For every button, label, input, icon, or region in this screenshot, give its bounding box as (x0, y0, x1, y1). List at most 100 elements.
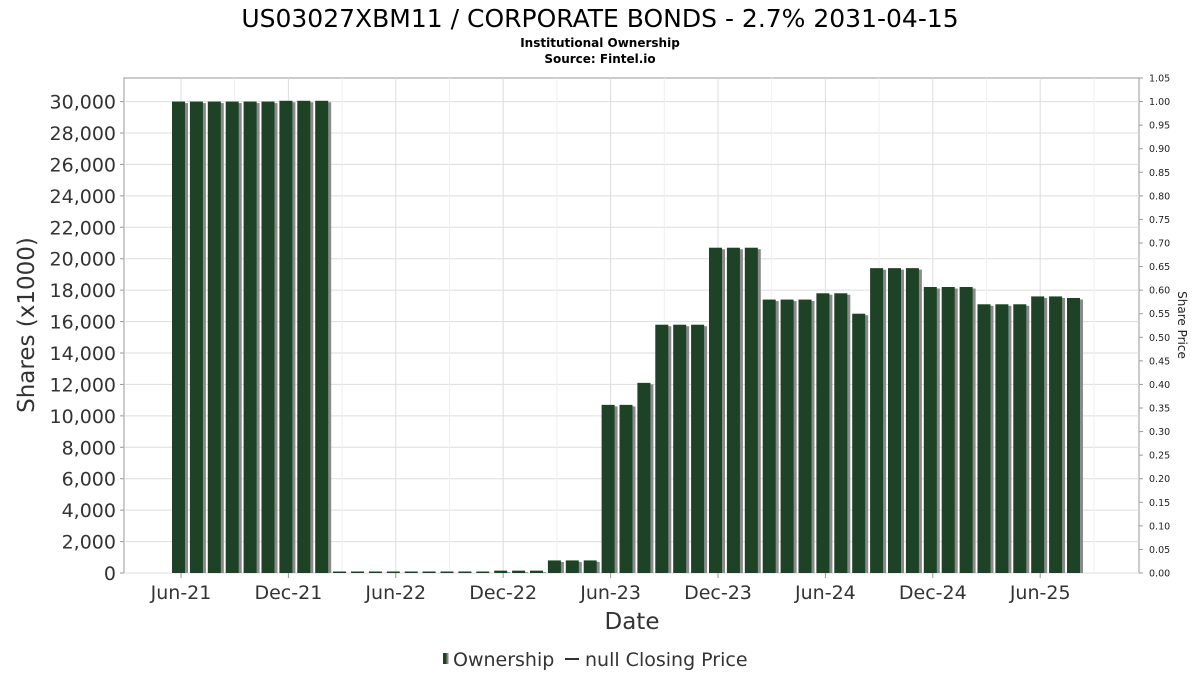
bar (744, 247, 758, 573)
bar (637, 382, 651, 573)
bar (440, 571, 454, 573)
y2-tick-label: 0.35 (1149, 404, 1170, 415)
y2-tick-label: 0.85 (1149, 168, 1170, 179)
bar (225, 101, 239, 574)
bar (476, 571, 490, 573)
y2-tick-label: 1.05 (1149, 74, 1170, 85)
y2-tick-label: 1.00 (1149, 97, 1170, 108)
y-tick-label: 6,000 (62, 469, 116, 491)
bar (888, 268, 901, 573)
bar (368, 571, 382, 573)
x-tick-label: Dec-23 (684, 582, 752, 604)
bar (422, 571, 436, 573)
y-tick-label: 10,000 (50, 406, 116, 428)
bar (172, 101, 185, 574)
bar (279, 100, 293, 574)
y2-tick-label: 0.05 (1149, 545, 1170, 556)
y2-tick-label: 0.40 (1149, 380, 1170, 391)
chart-subtitle: Institutional Ownership (520, 36, 680, 50)
bar (297, 100, 311, 574)
bar (530, 570, 543, 573)
bar (852, 313, 866, 573)
bar (1031, 296, 1045, 573)
y-tick-label: 14,000 (50, 343, 116, 365)
y2-tick-label: 0.80 (1149, 191, 1170, 202)
bar (404, 571, 418, 573)
bar (905, 268, 919, 573)
y-tick-label: 30,000 (50, 92, 116, 114)
bar (458, 571, 472, 573)
legend-ownership-label: Ownership (453, 649, 554, 671)
y-tick-label: 26,000 (50, 154, 116, 176)
bar (1067, 298, 1080, 573)
bar (726, 247, 740, 573)
y2-tick-label: 0.90 (1149, 144, 1170, 155)
bar (941, 287, 955, 573)
y2-tick-label: 0.20 (1149, 474, 1170, 485)
y2-tick-label: 0.50 (1149, 333, 1170, 344)
x-axis-ticks: Jun-21 Dec-21 Jun-22 Dec-22 Jun-23 Dec-23 Jun-… (150, 573, 1071, 604)
legend: Ownership null Closing Price (443, 649, 748, 671)
y2-axis-ticks: 0.00 0.05 0.10 0.15 0.20 0.25 0.30 0.35 0.40 0.45… (1139, 74, 1170, 580)
bar (512, 570, 526, 573)
y-tick-label: 8,000 (62, 437, 116, 459)
bar (189, 101, 203, 574)
bar (565, 560, 579, 573)
y2-axis-label: Share Price (1175, 291, 1189, 359)
y2-tick-label: 0.95 (1149, 121, 1170, 132)
y2-tick-label: 0.55 (1149, 309, 1170, 320)
y2-tick-label: 0.70 (1149, 239, 1170, 250)
bar (583, 560, 597, 573)
y-tick-label: 4,000 (62, 500, 116, 522)
y-tick-label: 24,000 (50, 186, 116, 208)
y-tick-label: 0 (104, 563, 116, 585)
bar (315, 100, 329, 574)
bar (351, 571, 364, 573)
bar (547, 560, 561, 573)
bar (691, 324, 705, 573)
chart-source: Source: Fintel.io (544, 52, 655, 66)
y-tick-label: 16,000 (50, 312, 116, 334)
bar (333, 571, 347, 573)
bar (243, 101, 257, 574)
bar (207, 101, 221, 574)
bar (655, 324, 669, 573)
x-tick-label: Dec-21 (254, 582, 322, 604)
chart-title: US03027XBM11 / CORPORATE BONDS - 2.7% 20… (241, 4, 958, 33)
bar (798, 299, 812, 573)
bar (834, 293, 848, 573)
bar (1049, 296, 1063, 573)
bar (386, 571, 400, 573)
y-tick-label: 18,000 (50, 280, 116, 302)
x-tick-label: Jun-23 (579, 582, 641, 604)
y2-tick-label: 0.65 (1149, 262, 1170, 273)
y2-tick-label: 0.15 (1149, 498, 1170, 509)
bar (816, 293, 830, 573)
bar (870, 268, 884, 573)
y2-tick-label: 0.75 (1149, 215, 1170, 226)
bar (494, 570, 508, 573)
x-tick-label: Jun-24 (794, 582, 856, 604)
bar (619, 404, 633, 573)
bar (977, 304, 991, 573)
bar (959, 287, 973, 573)
y2-tick-label: 0.60 (1149, 286, 1170, 297)
x-tick-label: Dec-24 (899, 582, 967, 604)
y2-tick-label: 0.25 (1149, 451, 1170, 462)
y-axis-label: Shares (x1000) (14, 237, 40, 413)
bar (673, 324, 687, 573)
x-tick-label: Jun-25 (1009, 582, 1071, 604)
y2-tick-label: 0.30 (1149, 427, 1170, 438)
legend-ownership-swatch (443, 653, 447, 664)
y-tick-label: 20,000 (50, 249, 116, 271)
bar (923, 287, 937, 573)
y2-tick-label: 0.10 (1149, 521, 1170, 532)
y-tick-label: 28,000 (50, 123, 116, 145)
x-axis-label: Date (605, 609, 660, 635)
legend-closing-price-label: null Closing Price (585, 649, 748, 671)
x-tick-label: Dec-22 (469, 582, 537, 604)
bar (709, 247, 722, 573)
y-tick-label: 2,000 (62, 532, 116, 554)
bar (601, 404, 615, 573)
